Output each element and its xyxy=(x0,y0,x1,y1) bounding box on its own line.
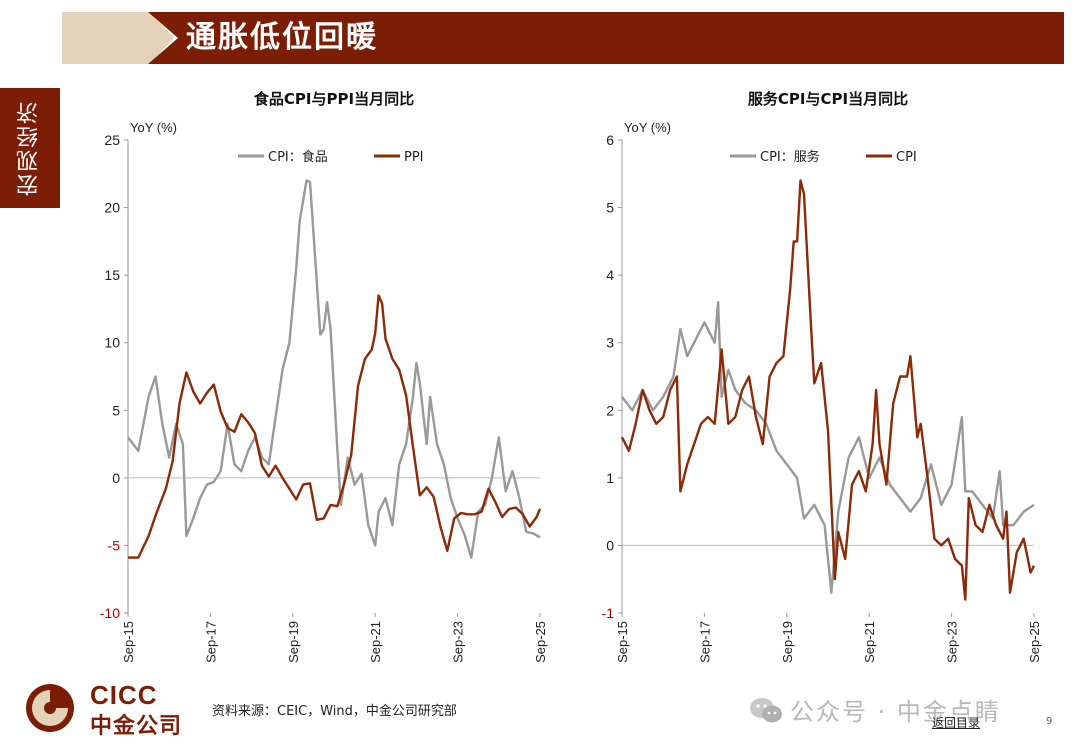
x-tick-label: Sep-25 xyxy=(1027,621,1042,663)
y-tick-label: 1 xyxy=(606,470,614,486)
y-tick-label: 6 xyxy=(606,132,614,148)
chart-svg-1: 服务CPI与CPI当月同比 YoY (%) -1 0 1 2 3 4 5 6 Sep-15 Sep-1… xyxy=(602,90,1042,663)
y-tick-label: 20 xyxy=(104,200,120,216)
series-line-0 xyxy=(621,300,1035,594)
legend-label: CPI：食品 xyxy=(268,149,328,165)
y-tick-label: 2 xyxy=(606,402,614,418)
logo-text-cn: 中金公司 xyxy=(90,714,183,739)
y-tick-label: 25 xyxy=(104,132,120,148)
x-tick-label: Sep-19 xyxy=(780,621,795,663)
chart-title: 食品CPI与PPI当月同比 xyxy=(254,90,414,108)
y-tick-label: -10 xyxy=(100,605,120,621)
y-tick-label: 15 xyxy=(104,267,120,283)
y-tick-label: 10 xyxy=(104,335,120,351)
watermark: 公众号 · 中金点睛 xyxy=(790,698,1001,726)
page-number: 9 xyxy=(1046,716,1053,727)
x-tick-label: Sep-21 xyxy=(862,621,877,663)
y-tick-label: -1 xyxy=(602,605,615,621)
y-tick-label: 4 xyxy=(606,267,614,283)
legend-label: PPI xyxy=(404,150,424,165)
x-tick-label: Sep-15 xyxy=(615,621,630,663)
x-tick-label: Sep-25 xyxy=(533,621,548,663)
header-gold-chevron xyxy=(62,12,174,64)
legend-label: CPI：服务 xyxy=(760,149,820,165)
legend-label: CPI xyxy=(896,150,917,165)
y-tick-label: 0 xyxy=(606,537,614,553)
wechat-icon xyxy=(750,698,782,723)
back-to-contents-link[interactable]: 返回目录 xyxy=(932,716,981,730)
series-line-1 xyxy=(128,294,542,559)
cicc-logo-icon xyxy=(26,684,74,732)
x-tick-label: Sep-21 xyxy=(368,621,383,663)
source-note: 资料来源：CEIC，Wind，中金公司研究部 xyxy=(212,704,457,719)
page-title: 通胀低位回暖 xyxy=(186,20,378,55)
logo-text-en: CICC xyxy=(90,680,158,710)
y-tick-label: 5 xyxy=(112,402,120,418)
x-tick-label: Sep-23 xyxy=(945,621,960,663)
x-tick-label: Sep-23 xyxy=(451,621,466,663)
cicc-logo: CICC 中金公司 xyxy=(20,680,200,739)
x-tick-label: Sep-17 xyxy=(697,621,712,663)
chart-title: 服务CPI与CPI当月同比 xyxy=(748,90,908,108)
food-cpi-ppi-chart: 食品CPI与PPI当月同比 YoY (%) -10 -5 0 5 10 15 20 25 Sep-1… xyxy=(78,82,548,682)
y-tick-label: 0 xyxy=(112,470,120,486)
y-tick-label: -5 xyxy=(108,537,121,553)
y-tick-label: 5 xyxy=(606,200,614,216)
chart-svg-0: 食品CPI与PPI当月同比 YoY (%) -10 -5 0 5 10 15 20 25 Sep-1… xyxy=(100,90,548,663)
section-tab-label: 宏观经济 xyxy=(17,100,42,196)
x-tick-label: Sep-17 xyxy=(203,621,218,663)
y-axis-label: YoY (%) xyxy=(624,120,671,135)
y-axis-label: YoY (%) xyxy=(130,120,177,135)
series-line-0 xyxy=(127,179,541,559)
series-line-1 xyxy=(620,179,1036,601)
section-tab[interactable]: 宏观经济 xyxy=(0,88,60,208)
service-cpi-cpi-chart: 服务CPI与CPI当月同比 YoY (%) -1 0 1 2 3 4 5 6 Sep-15 Sep-1… xyxy=(572,82,1042,682)
x-tick-label: Sep-15 xyxy=(121,621,136,663)
y-tick-label: 3 xyxy=(606,335,614,351)
header-bar xyxy=(148,12,1064,64)
x-tick-label: Sep-19 xyxy=(286,621,301,663)
